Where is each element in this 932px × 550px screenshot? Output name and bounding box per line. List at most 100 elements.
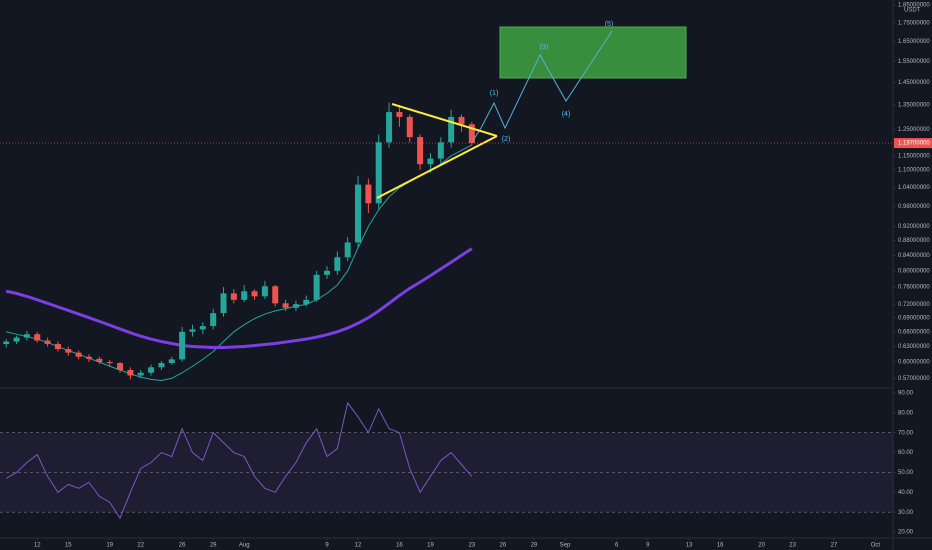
candle-body <box>313 274 320 300</box>
candle-body <box>241 291 248 300</box>
candle-body <box>179 331 186 360</box>
y-tick-label: 1.75000000 <box>898 20 930 26</box>
candle-body <box>54 344 61 350</box>
candle-body <box>292 304 299 308</box>
candle-body <box>417 137 424 165</box>
x-tick-label: 20 <box>758 543 765 549</box>
candle-body <box>230 293 237 300</box>
y-tick-label: 20.00 <box>898 530 914 536</box>
moving-average <box>5 247 473 350</box>
wave-label: (2) <box>502 136 511 143</box>
y-tick-label: 1.25000000 <box>898 127 930 133</box>
x-tick-label: 19 <box>427 543 434 549</box>
y-tick-label: 70.00 <box>898 430 914 436</box>
candle-body <box>168 359 175 364</box>
candle-body <box>65 349 72 353</box>
candle-body <box>210 313 217 327</box>
y-tick-label: 30.00 <box>898 510 914 516</box>
y-tick-label: 40.00 <box>898 490 914 496</box>
y-tick-label: 0.76000000 <box>898 285 930 291</box>
candle-body <box>448 116 455 143</box>
x-tick-label: 12 <box>355 543 362 549</box>
candle-body <box>272 286 279 304</box>
x-tick-label: 26 <box>179 543 186 549</box>
wave-label: (1) <box>490 90 499 97</box>
x-tick-label: 12 <box>34 543 41 549</box>
candle-body <box>282 303 289 308</box>
y-tick-label: 0.57000000 <box>898 376 930 382</box>
x-tick-label: Oct <box>871 543 881 549</box>
y-tick-label: 1.10000000 <box>898 167 930 173</box>
y-tick-label: 0.88000000 <box>898 238 930 244</box>
candle-body <box>355 184 362 243</box>
candle-body <box>127 370 134 376</box>
x-tick-label: 9 <box>325 543 329 549</box>
target-box <box>499 26 687 79</box>
y-tick-label: 1.45000000 <box>898 80 930 86</box>
y-tick-label: 90.00 <box>898 391 914 397</box>
x-tick-label: 16 <box>717 543 724 549</box>
candle-body <box>220 293 227 314</box>
y-tick-label: 1.85000000 <box>898 3 930 9</box>
wave-label: (4) <box>562 111 571 118</box>
candle-body <box>386 112 393 143</box>
x-tick-label: 26 <box>500 543 507 549</box>
candle-body <box>458 116 465 125</box>
x-tick-label: 15 <box>65 543 72 549</box>
price-label-box <box>894 138 932 149</box>
y-tick-label: 0.72000000 <box>898 302 930 308</box>
candle-body <box>375 142 382 204</box>
candle-body <box>427 158 434 165</box>
candle-body <box>261 286 268 297</box>
x-tick-label: 6 <box>615 543 619 549</box>
y-tick-label: 1.55000000 <box>898 59 930 65</box>
y-tick-label: 1.35000000 <box>898 103 930 109</box>
x-tick-label: 19 <box>106 543 113 549</box>
candle-body <box>303 299 310 305</box>
x-tick-label: 27 <box>831 543 838 549</box>
candle-body <box>85 356 92 359</box>
candle-body <box>437 142 444 159</box>
candle-body <box>96 358 103 362</box>
candle-body <box>13 337 20 342</box>
candle-body <box>106 361 113 364</box>
y-tick-label: 0.92000000 <box>898 224 930 230</box>
x-tick-label: Sep <box>560 543 571 549</box>
y-tick-label: 60.00 <box>898 450 914 456</box>
y-tick-label: 1.04000000 <box>898 185 930 191</box>
y-tick-label: 80.00 <box>898 410 914 416</box>
y-tick-label: 1.15000000 <box>898 153 930 159</box>
wave-path <box>471 30 613 143</box>
x-tick-label: 29 <box>210 543 217 549</box>
candle-body <box>406 116 413 138</box>
y-tick-label: 50.00 <box>898 470 914 476</box>
x-tick-label: 22 <box>137 543 144 549</box>
y-tick-label: 0.66000000 <box>898 329 930 335</box>
candle-body <box>137 372 144 376</box>
x-tick-label: 29 <box>531 543 538 549</box>
price-label: 1.19700000 <box>898 141 930 147</box>
candle-body <box>158 363 165 368</box>
triangle-line <box>376 135 498 199</box>
x-tick-label: 13 <box>686 543 693 549</box>
candle-body <box>199 326 206 330</box>
y-tick-label: 0.69000000 <box>898 315 930 321</box>
currency: USDT <box>904 8 921 14</box>
x-tick-label: 23 <box>789 543 796 549</box>
y-tick-label: 0.63000000 <box>898 344 930 350</box>
y-tick-label: 1.65000000 <box>898 39 930 45</box>
y-tick-label: 0.84000000 <box>898 253 930 259</box>
candle-body <box>75 352 82 357</box>
candle-body <box>23 334 30 338</box>
candle-body <box>44 340 51 345</box>
triangle-line <box>391 103 498 137</box>
candle-body <box>468 124 475 144</box>
wave-label: (3) <box>540 44 549 51</box>
y-tick-label: 0.80000000 <box>898 268 930 274</box>
x-tick-label: 23 <box>469 543 476 549</box>
candle-body <box>365 184 372 204</box>
candle-body <box>251 291 258 297</box>
wave-label: (5) <box>605 21 614 28</box>
